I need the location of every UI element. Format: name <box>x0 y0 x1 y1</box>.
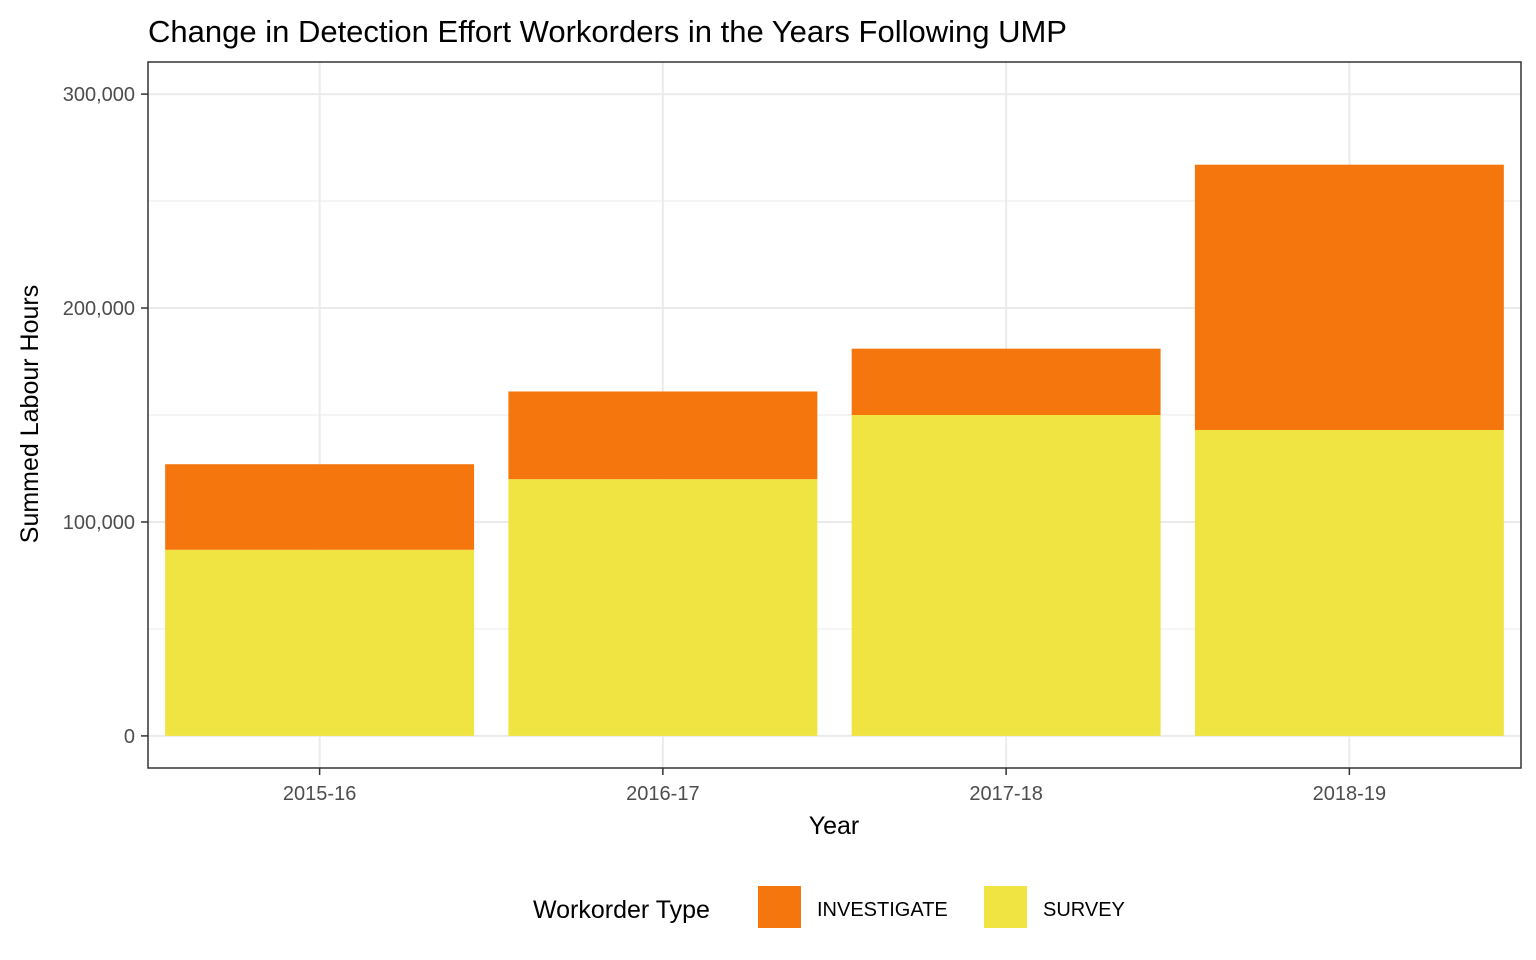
legend-key-investigate <box>758 886 801 928</box>
x-tick-label: 2016-17 <box>626 783 699 805</box>
x-axis-title: Year <box>809 812 860 840</box>
bar-survey-2015-16 <box>165 549 475 736</box>
legend: Workorder Type INVESTIGATE SURVEY <box>533 886 1125 928</box>
plot-panel: 0 100,000 200,000 300,000 2015-16 2016-17 2017… <box>63 61 1522 805</box>
chart-title: Change in Detection Effort Workorders in… <box>148 14 1067 49</box>
bar-investigate-2015-16 <box>165 464 475 550</box>
y-tick-label: 100,000 <box>63 512 135 534</box>
bar-survey-2017-18 <box>851 415 1161 736</box>
y-tick-label: 0 <box>124 726 135 748</box>
bar-investigate-2016-17 <box>508 391 818 480</box>
bar-investigate-2017-18 <box>851 348 1161 415</box>
legend-label-survey: SURVEY <box>1043 899 1125 921</box>
y-axis-title: Summed Labour Hours <box>16 285 44 543</box>
legend-title: Workorder Type <box>533 896 710 924</box>
bar-survey-2018-19 <box>1194 429 1504 736</box>
x-tick-label: 2015-16 <box>283 783 356 805</box>
x-tick-label: 2017-18 <box>969 783 1042 805</box>
y-tick-label: 300,000 <box>63 84 135 106</box>
legend-key-survey <box>984 886 1027 928</box>
y-tick-label: 200,000 <box>63 298 135 320</box>
legend-label-investigate: INVESTIGATE <box>817 899 948 921</box>
bar-survey-2016-17 <box>508 479 818 736</box>
panel-border <box>147 61 1522 769</box>
x-tick-label: 2018-19 <box>1313 783 1386 805</box>
bar-investigate-2018-19 <box>1194 164 1504 430</box>
